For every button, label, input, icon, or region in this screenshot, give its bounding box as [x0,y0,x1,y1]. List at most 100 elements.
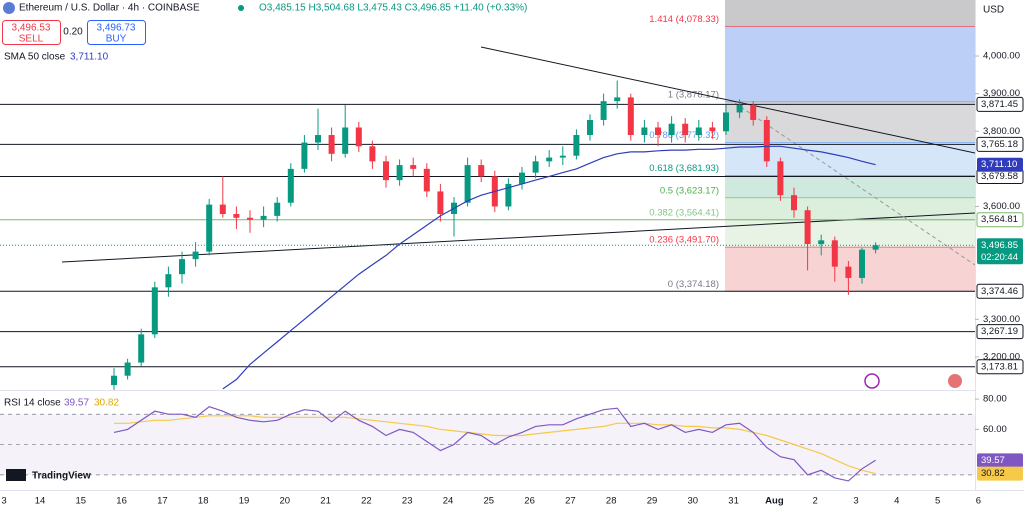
sell-button[interactable] [2,20,61,45]
rsi-tag-label: 39.57 [981,455,1005,466]
fib-zone [725,101,975,143]
candle-body [260,215,267,220]
symbol-title: Ethereum / U.S. Dollar · 4h · COINBASE [19,3,200,14]
x-tick-label: 3 [853,496,858,507]
rsi-ma-tag [977,466,1023,481]
level-tag [976,324,1024,340]
x-tick-label: 25 [484,496,495,507]
fib-zone [725,26,975,102]
candle-body [791,195,797,211]
candle-body [627,97,634,136]
candle-body [247,217,253,220]
sell-price: 3,496.53 [12,23,51,34]
rsi-label: RSI 14 close [4,398,61,409]
candle-body [165,274,172,288]
y-tick-label: 3,200.00 [983,351,1020,362]
event-icon[interactable] [864,373,880,389]
fib-zone [725,175,975,198]
x-tick-label: 5 [935,496,940,507]
fib-label: 0.786 (3,770.32) [649,130,719,141]
rsi-ma-value: 30.82 [94,398,119,409]
trend-line [480,46,975,154]
x-tick-label: 24 [443,496,454,507]
candle-body [695,127,702,136]
candle-body [519,172,525,184]
x-tick-label: 17 [157,496,168,507]
candle-body [287,168,294,203]
candle-body [383,161,389,181]
flag-icon[interactable] [948,374,962,388]
x-tick-label: 18 [198,496,209,507]
candle-body [600,101,607,120]
level-tag-label: 3,374.46 [981,286,1018,297]
candle-body [219,204,226,214]
rsi-ma-tag-label: 30.82 [981,468,1005,479]
candle-body [301,142,308,169]
spread: 0.20 [63,27,83,38]
x-tick-label: 26 [524,496,535,507]
candle-body [641,127,648,136]
candle-body [410,165,417,169]
candle-body [328,135,335,154]
candle-body [233,213,240,218]
level-tag [976,96,1024,112]
candle-body [423,168,430,192]
x-tick-label: 19 [239,496,250,507]
fib-zone-group: 1.414 (4,078.33) 1 (3,878.17) 0.786 (3,770… [649,0,975,292]
level-tag-label: 3,871.45 [981,99,1018,110]
fib-label: 0.618 (3,681.93) [649,163,719,174]
last-price-tag [977,238,1023,265]
candle-body [464,165,471,203]
x-tick-label: 30 [688,496,699,507]
buy-button[interactable] [87,20,146,45]
candle-body [151,287,158,335]
candle-body [206,204,213,252]
logo: TradingView [32,471,91,482]
fib-label: 1.414 (4,078.33) [649,14,719,25]
fib-zone [725,197,975,220]
candle-body [315,135,321,143]
candle-body [478,165,485,177]
trend-line [61,212,975,263]
candle-body [546,157,553,162]
sma-tag-label: 3,711.10 [981,159,1017,170]
candle-body [505,183,512,207]
level-tag [976,283,1024,299]
x-tick-label: 6 [976,496,981,507]
candle-body [437,191,444,214]
candle-body [777,161,784,196]
level-tag-label: 3,765.18 [981,139,1018,150]
sma-value: 3,711.10 [70,52,109,63]
candle-body [804,210,811,245]
rsi-tag [977,453,1023,468]
x-tick-label: 2 [813,496,818,507]
candle-body [587,119,593,136]
x-tick-label: 16 [116,496,127,507]
candle-body [709,127,716,132]
level-tag [976,136,1024,152]
x-tick-label: 28 [606,496,617,507]
price-pane [0,46,975,390]
x-tick-label: 20 [280,496,291,507]
candle-body [763,119,770,162]
candle-body [111,375,117,386]
y-tick-label: 3,300.00 [983,314,1020,325]
candle-body [859,249,865,278]
ohlc: O3,485.15 H3,504.68 L3,475.43 C3,496.85 … [259,3,527,14]
fib-label: 0.5 (3,623.17) [660,185,719,196]
status-dot [238,5,244,11]
sma-label: SMA 50 close [4,52,66,63]
candle-body [355,127,362,147]
candle-body [750,104,757,120]
rsi-pane [0,406,975,482]
x-tick-label: 3 [1,496,6,507]
buy-price: 3,496.73 [97,23,136,34]
candle-body [369,146,376,162]
candle-body [845,266,852,278]
candle-body [818,240,825,245]
x-tick-label: 14 [35,496,46,507]
candle-body [532,161,539,173]
currency: USD [983,5,1004,16]
fib-zone [725,0,975,27]
